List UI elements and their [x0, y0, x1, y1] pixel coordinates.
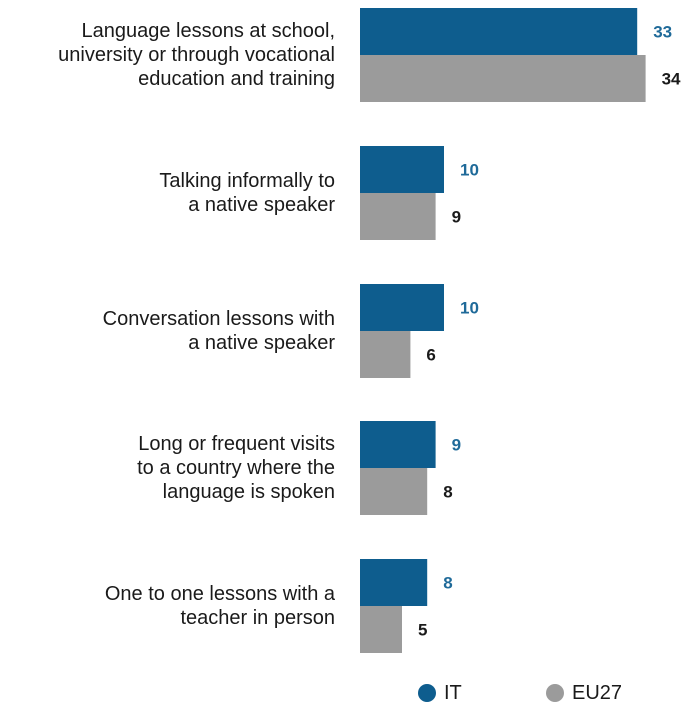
category-label-4: One to one lessons with a teacher in pers… [0, 582, 335, 630]
bar-eu27-0 [360, 55, 646, 102]
legend-item-it: IT [418, 682, 462, 704]
bar-it-4 [360, 559, 428, 606]
category-label-line: language is spoken [162, 481, 335, 503]
category-label-line: Long or frequent visits [138, 433, 335, 455]
value-label-it-2: 10 [460, 299, 479, 318]
bar-eu27-1 [360, 193, 436, 240]
value-label-eu27-0: 34 [662, 70, 681, 89]
bar-it-1 [360, 146, 444, 193]
bar-eu27-4 [360, 606, 402, 653]
value-label-it-0: 33 [653, 23, 672, 42]
category-label-line: a native speaker [188, 194, 335, 216]
bar-it-0 [360, 8, 638, 55]
bar-it-3 [360, 421, 436, 468]
bar-it-2 [360, 284, 444, 331]
category-label-line: teacher in person [180, 607, 335, 629]
value-label-it-3: 9 [452, 436, 461, 455]
category-label-line: education and training [138, 68, 335, 90]
value-label-eu27-4: 5 [418, 621, 427, 640]
category-label-3: Long or frequent visits to a country wher… [0, 432, 335, 504]
category-label-line: One to one lessons with a [104, 583, 335, 605]
category-label-line: a native speaker [188, 332, 335, 354]
value-label-eu27-3: 8 [443, 483, 452, 502]
value-label-it-4: 8 [443, 574, 452, 593]
legend-swatch-eu27 [546, 684, 564, 702]
category-label-line: to a country where the [137, 457, 335, 479]
category-label-line: Talking informally to [159, 170, 335, 192]
legend-item-eu27: EU27 [546, 682, 622, 704]
legend-label-it: IT [444, 681, 462, 704]
category-label-line: university or through vocational [58, 44, 335, 66]
value-label-it-1: 10 [460, 161, 479, 180]
bar-eu27-3 [360, 468, 428, 515]
category-label-line: Conversation lessons with [102, 308, 335, 330]
bar-eu27-2 [360, 331, 411, 378]
category-label-1: Talking informally to a native speaker [0, 169, 335, 217]
value-label-eu27-2: 6 [426, 346, 435, 365]
legend-label-eu27: EU27 [572, 681, 623, 704]
category-label-2: Conversation lessons with a native speake… [0, 307, 335, 355]
value-label-eu27-1: 9 [452, 208, 461, 227]
category-label-line: Language lessons at school, [81, 20, 335, 42]
category-label-0: Language lessons at school, university or… [0, 19, 335, 91]
legend-swatch-it [418, 684, 436, 702]
